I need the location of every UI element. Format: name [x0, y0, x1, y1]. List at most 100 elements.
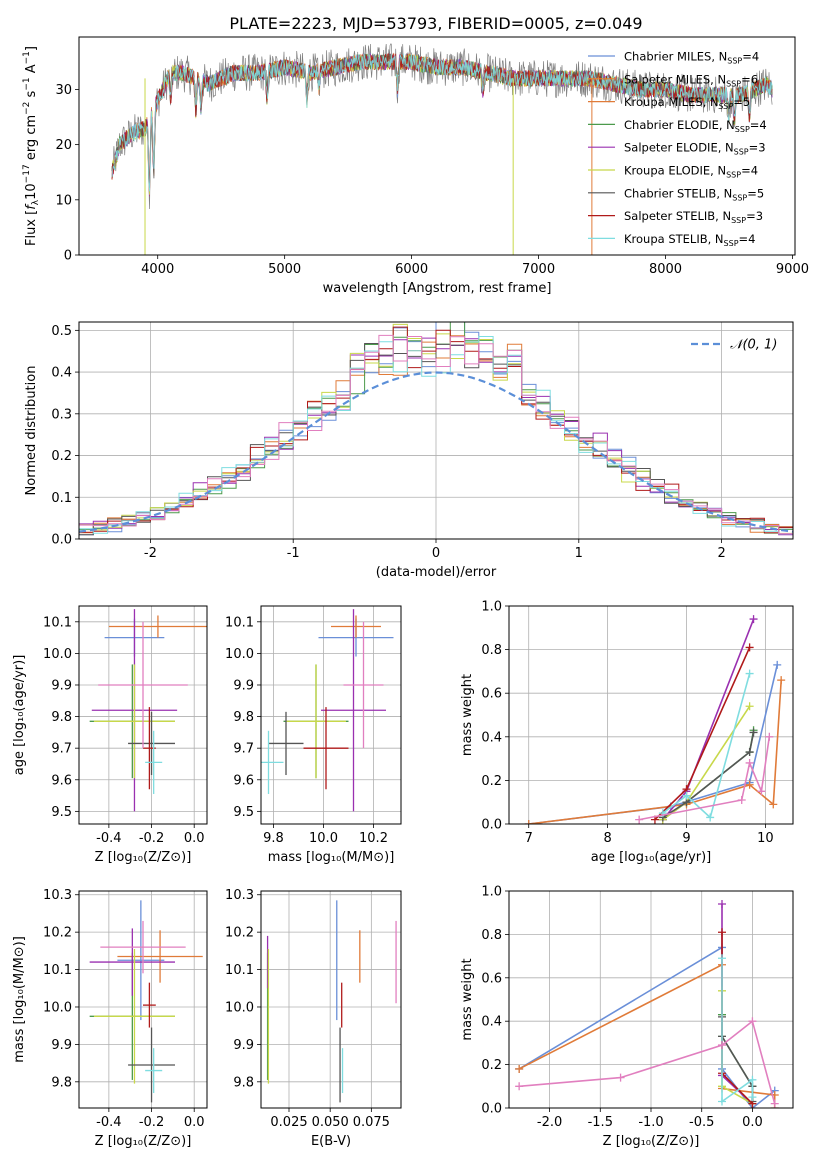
y-tick-label: 20: [55, 138, 72, 153]
legend-label: 𝒩(0, 1): [730, 338, 777, 353]
weight-marker: [718, 1041, 726, 1050]
y-tick-label: 10.1: [43, 615, 72, 630]
x-tick-label: -0.4: [96, 831, 121, 846]
x-tick-label: -0.4: [96, 1115, 121, 1130]
x-axis-label: Z [log₁₀(Z/Z⊙)]: [95, 1134, 192, 1149]
x-axis-label: age [log₁₀(age/yr)]: [591, 850, 712, 865]
weight-marker: [745, 780, 754, 789]
age-vs-mass-panel: 9.8 10.0 10.2 9.5 9.6 9.7 9.8 9.9 10.0 10.1 mass […: [225, 605, 402, 865]
weight-marker: [515, 1082, 524, 1091]
mass-vs-Z-panel: -0.4 -0.2 0.0 9.8 9.9 10.0 10.1 10.2 10.3 Z [log₁…: [12, 888, 208, 1149]
y-tick-label: 9.8: [51, 1075, 72, 1090]
legend-label: Chabrier MILES, NSSP=4: [624, 50, 759, 66]
y-tick-label: 0.8: [481, 928, 502, 943]
x-axis-label: (data-model)/error: [376, 565, 497, 580]
weight-vs-age-panel: 7 8 9 10 0.0 0.2 0.4 0.6 0.8 1.0 age [log₁₀(age/yr…: [460, 600, 794, 865]
x-tick-label: 0.075: [353, 1115, 390, 1130]
x-tick-label: 10: [757, 831, 774, 846]
x-tick-label: 4000: [141, 262, 174, 277]
x-tick-label: 0: [432, 546, 440, 561]
weight-marker: [745, 702, 754, 711]
y-tick-label: 9.9: [51, 678, 72, 693]
errorbars: [89, 900, 203, 1103]
weight-lines: [515, 900, 779, 1108]
weight-marker: [745, 758, 754, 767]
figure-title: PLATE=2223, MJD=53793, FIBERID=0005, z=0…: [229, 14, 642, 33]
weight-marker: [682, 791, 691, 800]
y-tick-label: 10.1: [225, 963, 254, 978]
errorbars: [266, 900, 397, 1103]
legend-label: Chabrier STELIB, NSSP=5: [624, 186, 764, 202]
weight-marker: [757, 787, 766, 796]
weight-series: [662, 732, 755, 819]
y-tick-label: 0.5: [51, 324, 72, 339]
weight-marker: [745, 748, 754, 757]
x-tick-label: 2: [717, 546, 725, 561]
legend-label: Kroupa STELIB, NSSP=4: [624, 232, 755, 248]
axes-frame: [508, 605, 794, 825]
weight-marker: [718, 900, 726, 909]
weight-marker: [745, 643, 754, 652]
x-tick-label: -2: [144, 546, 157, 561]
x-tick-label: 8: [603, 831, 611, 846]
y-tick-label: 9.7: [233, 742, 254, 757]
x-tick-label: 9: [682, 831, 690, 846]
x-axis-label: mass [log₁₀(M/M⊙)]: [268, 850, 395, 865]
y-tick-label: 10.1: [43, 963, 72, 978]
x-tick-label: -0.2: [139, 1115, 164, 1130]
y-tick-label: 9.6: [51, 773, 72, 788]
y-tick-label: 9.5: [51, 805, 72, 820]
spectrum-panel: 4000 5000 6000 7000 8000 9000 0 10 20 30 wavelengt…: [22, 36, 809, 296]
y-tick-label: 0.1: [51, 491, 72, 506]
x-tick-label: -2.0: [537, 1115, 562, 1130]
y-tick-label: 10.0: [43, 647, 72, 662]
axes-frame: [78, 36, 796, 256]
y-tick-label: 9.9: [51, 1038, 72, 1053]
x-tick-label: 0.0: [742, 1115, 763, 1130]
weight-lines: [524, 615, 786, 824]
x-tick-label: -1.0: [638, 1115, 663, 1130]
x-tick-label: 6000: [395, 262, 428, 277]
mass-vs-ebv-panel: 0.025 0.050 0.075 9.8 9.9 10.0 10.1 10.2 10.3 E(B…: [225, 888, 402, 1149]
axes-frame: [508, 890, 794, 1109]
errorbars: [261, 609, 394, 812]
x-tick-label: 0.0: [184, 831, 205, 846]
weight-marker: [777, 676, 786, 685]
y-tick-label: 30: [55, 83, 72, 98]
y-tick-label: 9.6: [233, 773, 254, 788]
y-tick-label: 10.0: [225, 647, 254, 662]
x-tick-label: 10.0: [309, 831, 338, 846]
x-tick-label: 10.2: [359, 831, 388, 846]
age-vs-Z-panel: -0.4 -0.2 0.0 9.5 9.6 9.7 9.8 9.9 10.0 10.1 Z [log…: [12, 605, 208, 865]
y-tick-label: 0.6: [481, 971, 502, 986]
y-axis-label: Normed distribution: [24, 366, 39, 496]
weight-marker: [749, 615, 758, 624]
y-tick-label: 10.0: [43, 1000, 72, 1015]
weight-marker: [706, 813, 715, 822]
spectrum-legend: Chabrier MILES, NSSP=4 Salpeter MILES, NS…: [588, 50, 767, 248]
y-tick-label: 10.2: [225, 926, 254, 941]
x-tick-label: 1: [575, 546, 583, 561]
x-tick-label: 9000: [776, 262, 809, 277]
y-axis-label: Flux [fλ10−17 erg cm−2 s−1 A−1]: [22, 46, 41, 246]
axes-frame: [78, 321, 794, 540]
weight-marker: [718, 954, 726, 963]
x-tick-label: 8000: [649, 262, 682, 277]
model-spectrum: [111, 53, 773, 192]
x-axis-label: Z [log₁₀(Z/Z⊙)]: [95, 850, 192, 865]
legend-label: Salpeter ELODIE, NSSP=3: [624, 141, 766, 157]
x-tick-label: -1: [287, 546, 300, 561]
y-tick-label: 9.9: [233, 678, 254, 693]
y-tick-label: 10.1: [225, 615, 254, 630]
x-tick-label: 7: [525, 831, 533, 846]
weight-marker: [749, 728, 758, 737]
x-tick-label: 0.025: [270, 1115, 307, 1130]
weight-marker: [616, 1073, 625, 1082]
weight-marker: [737, 796, 746, 805]
y-tick-label: 0.0: [481, 1102, 502, 1117]
gaussian-curve: [79, 371, 793, 533]
y-tick-label: 1.0: [481, 885, 502, 900]
weight-marker: [524, 820, 533, 824]
histograms: [79, 322, 793, 536]
